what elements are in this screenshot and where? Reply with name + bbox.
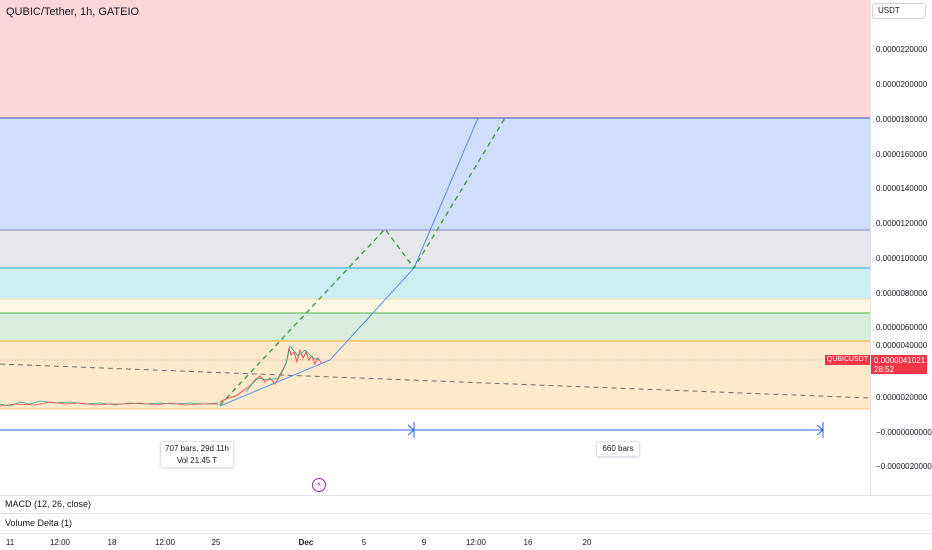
time-tick: 5 (361, 538, 367, 547)
price-tick: 0.0000180000 (876, 115, 928, 124)
price-tick: 0.0000120000 (876, 219, 928, 228)
time-tick: 11 (5, 538, 15, 547)
measure-volume: Vol 21.45 T (176, 456, 218, 465)
price-tick: 0.0000020000 (876, 393, 928, 402)
time-tick: 9 (421, 538, 427, 547)
price-tick: 0.0000220000 (876, 45, 928, 54)
symbol-title[interactable]: QUBIC/Tether, 1h, GATEIO (6, 6, 140, 18)
time-tick: 18 (107, 538, 117, 547)
arrow-right-icon (407, 424, 415, 436)
lightning-icon[interactable]: ⚡ (312, 478, 326, 492)
dashed-trend-line[interactable] (0, 363, 870, 399)
measure-info-box: 707 bars, 29d 11h Vol 21.45 T (160, 441, 234, 468)
projection-path[interactable] (219, 117, 506, 406)
zone-blue (0, 118, 870, 230)
chart-plot[interactable] (0, 0, 870, 495)
last-price-tag: 0.0000041021 28:52 (871, 355, 927, 374)
zone-yellow (0, 299, 870, 313)
bar-countdown: 28:52 (874, 365, 895, 374)
time-tick: 20 (582, 538, 592, 547)
price-tick: 0.0000040000 (876, 341, 928, 350)
time-axis[interactable]: 11 12:00 18 12:00 25 Dec 5 9 12:00 16 20 (0, 533, 932, 550)
price-tick: 0.0000060000 (876, 323, 928, 332)
currency-button[interactable]: USDT (872, 3, 926, 19)
volume-delta-pane[interactable]: Volume Delta (1) (0, 513, 932, 533)
macd-indicator-pane[interactable]: MACD (12, 26, close) (0, 495, 932, 513)
zone-red (0, 0, 870, 118)
time-tick: 25 (211, 538, 221, 547)
zone-cyan (0, 268, 870, 299)
price-tick: −0.0000020000 (876, 462, 932, 471)
price-tick: −0.0000000000 (876, 428, 932, 437)
last-price-value: 0.0000041021 (874, 356, 926, 365)
zone-gray (0, 230, 870, 268)
price-tick: 0.0000160000 (876, 150, 928, 159)
zone-orange (0, 341, 870, 409)
price-tick: 0.0000080000 (876, 289, 928, 298)
price-tick: 0.0000140000 (876, 184, 928, 193)
price-series (0, 400, 219, 407)
arrow-right-icon-2 (816, 424, 824, 436)
price-tick: 0.0000100000 (876, 254, 928, 263)
trend-line-blue[interactable] (219, 117, 479, 407)
time-tick: 16 (523, 538, 533, 547)
measure-bars-time: 707 bars, 29d 11h (165, 444, 229, 453)
price-axis[interactable] (870, 0, 932, 495)
volume-delta-label[interactable]: Volume Delta (1) (5, 518, 73, 528)
measure-bars-box: 660 bars (596, 441, 640, 457)
price-tick: 0.0000200000 (876, 80, 928, 89)
symbol-price-tag: QUBICUSDT (825, 355, 870, 365)
price-series-red (0, 401, 218, 407)
macd-label[interactable]: MACD (12, 26, close) (5, 499, 92, 509)
pump-series-green (245, 345, 321, 393)
zone-green (0, 313, 870, 341)
chart-canvas[interactable]: QUBIC/Tether, 1h, GATEIO 707 bars, 29d 1… (0, 0, 870, 495)
time-tick: 12:00 (154, 538, 176, 547)
time-tick: 12:00 (465, 538, 487, 547)
time-tick: Dec (298, 538, 314, 547)
time-tick: 12:00 (49, 538, 71, 547)
